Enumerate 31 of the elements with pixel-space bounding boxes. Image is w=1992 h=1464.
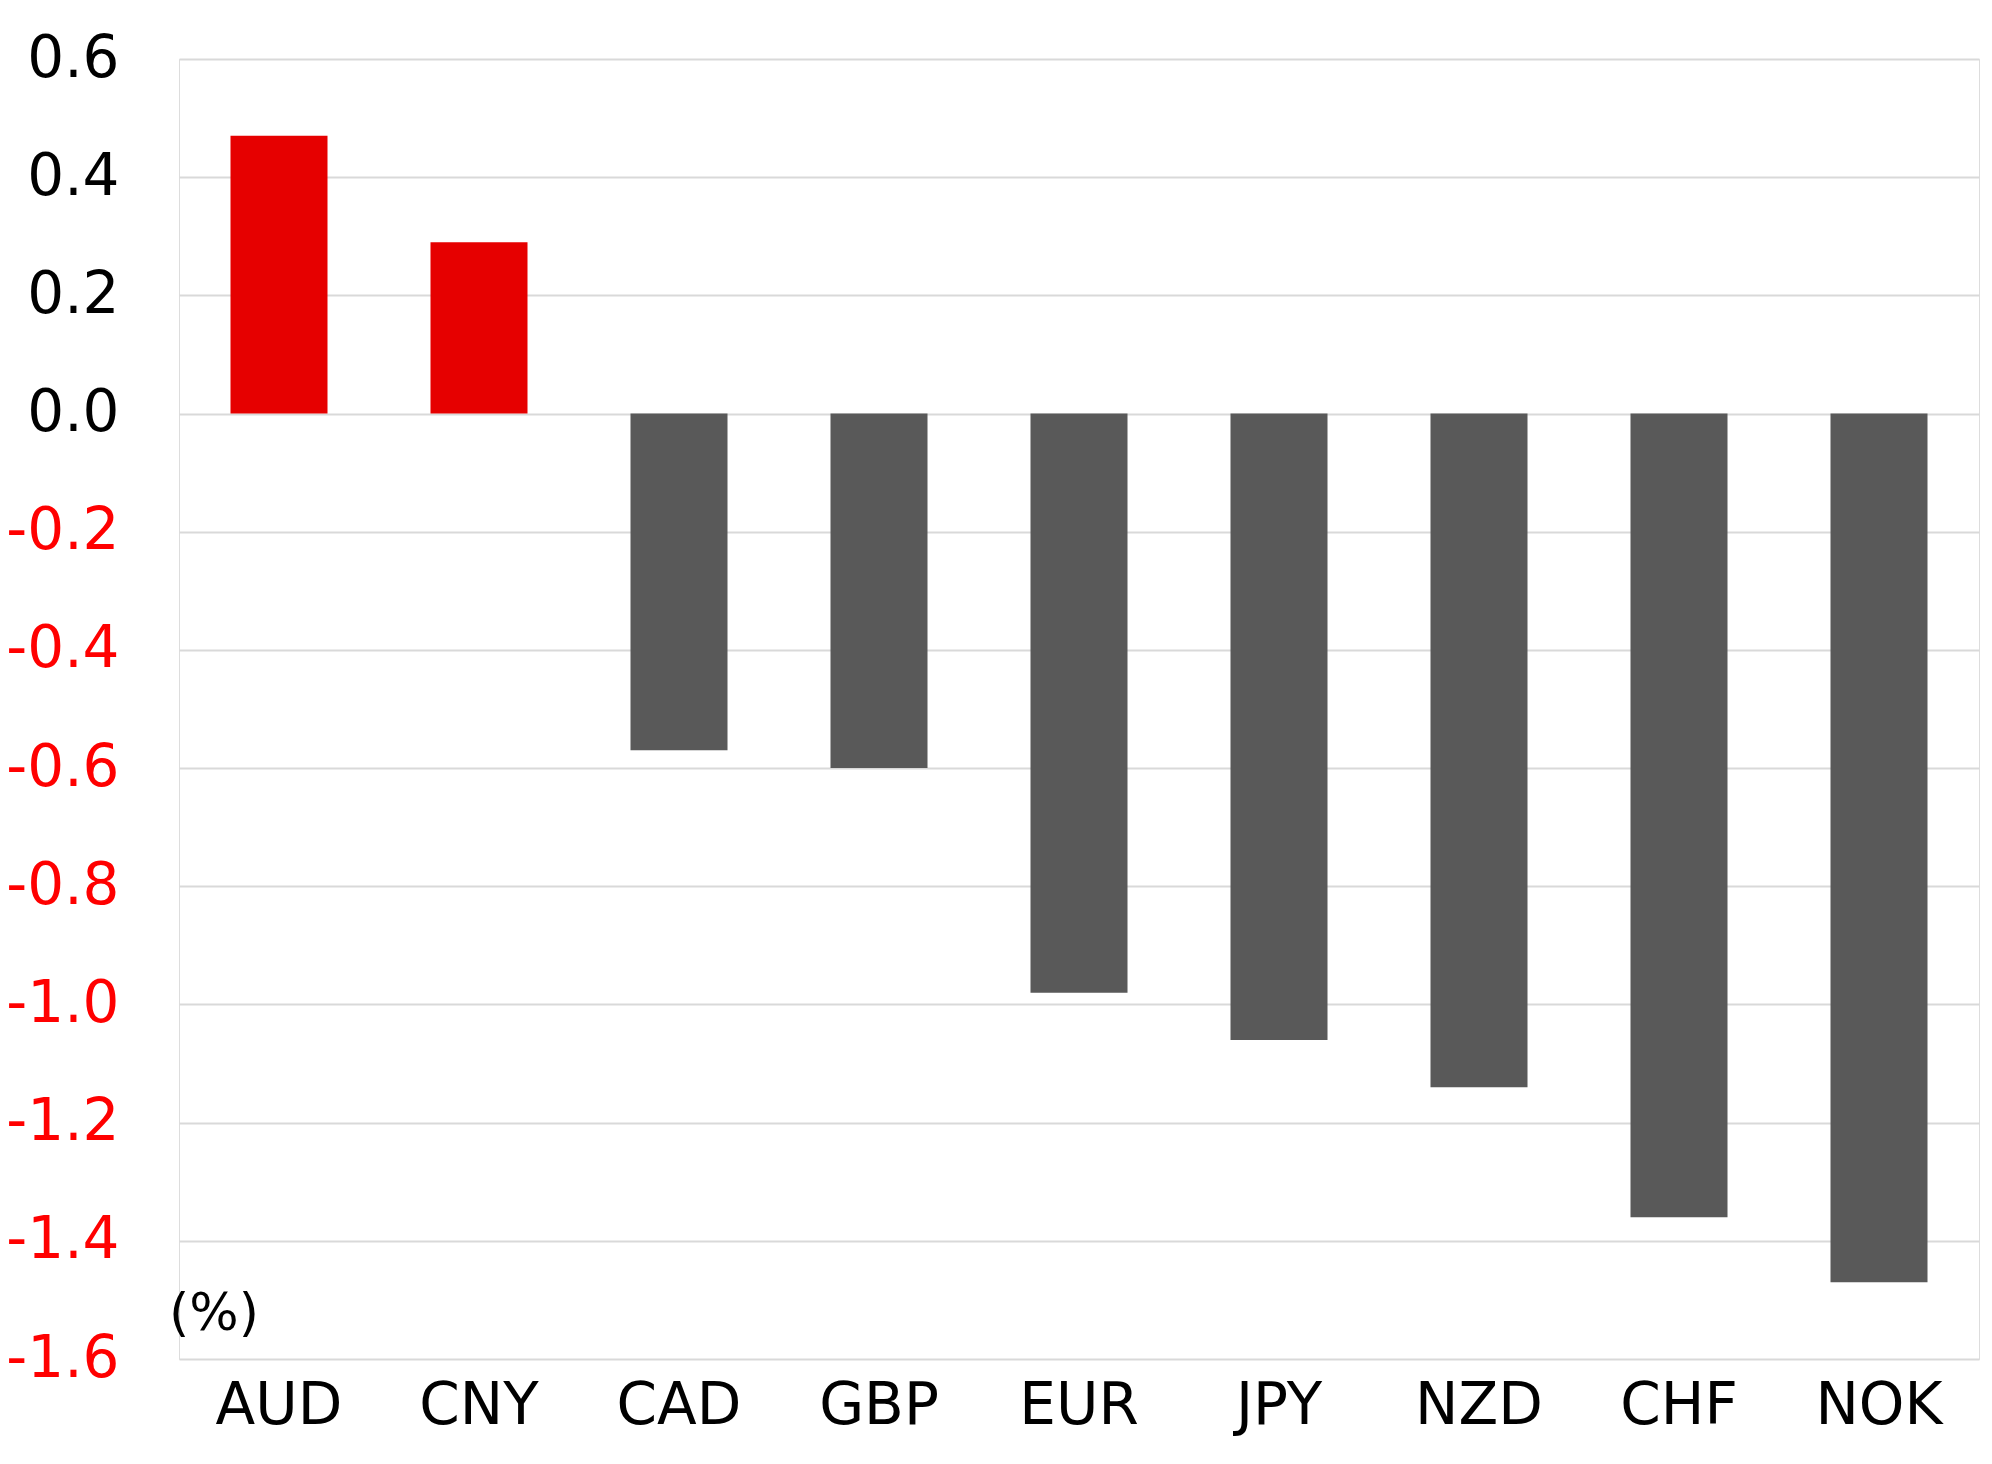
bar bbox=[630, 413, 728, 751]
annotation: (%) bbox=[169, 1282, 259, 1342]
bar bbox=[1830, 413, 1928, 1283]
y-tick-label: -0.2 bbox=[6, 495, 120, 564]
bar bbox=[1030, 413, 1128, 993]
y-tick-label: 0.6 bbox=[27, 22, 120, 91]
bar bbox=[1430, 413, 1528, 1088]
bar bbox=[1630, 413, 1728, 1218]
y-tick-label: -1.6 bbox=[6, 1322, 120, 1391]
y-tick-label: -1.4 bbox=[6, 1204, 120, 1273]
x-tick-label: EUR bbox=[1019, 1369, 1139, 1438]
y-tick-label: 0.0 bbox=[27, 377, 120, 446]
y-tick-label: -0.4 bbox=[6, 613, 120, 682]
x-tick-label: NOK bbox=[1815, 1369, 1945, 1438]
bar bbox=[1230, 413, 1328, 1040]
x-tick-label: JPY bbox=[1232, 1369, 1323, 1438]
bar bbox=[830, 413, 928, 769]
bar bbox=[430, 242, 528, 414]
x-tick-label: CAD bbox=[616, 1369, 742, 1438]
x-tick-label: GBP bbox=[819, 1369, 939, 1438]
y-tick-label: -1.2 bbox=[6, 1086, 120, 1155]
x-tick-label: CNY bbox=[419, 1369, 540, 1438]
y-tick-label: -0.6 bbox=[6, 731, 120, 800]
y-tick-label: -0.8 bbox=[6, 849, 120, 918]
y-tick-label: 0.4 bbox=[27, 140, 120, 209]
y-tick-label: 0.2 bbox=[27, 258, 120, 327]
y-tick-label: -1.0 bbox=[6, 967, 120, 1036]
x-tick-label: AUD bbox=[215, 1369, 343, 1438]
x-tick-label: CHF bbox=[1620, 1369, 1738, 1438]
bar bbox=[230, 135, 328, 414]
x-tick-label: NZD bbox=[1415, 1369, 1543, 1438]
